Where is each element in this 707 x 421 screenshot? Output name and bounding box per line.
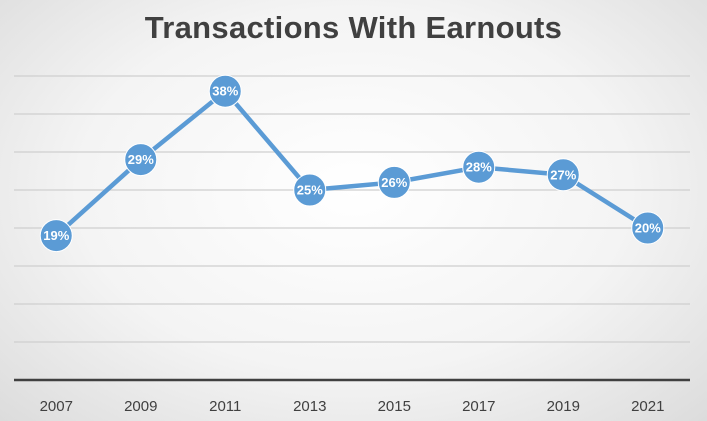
data-point	[124, 143, 158, 177]
data-label: 38%	[212, 84, 238, 99]
data-label: 27%	[550, 167, 576, 182]
data-label: 29%	[128, 152, 154, 167]
data-label: 28%	[466, 160, 492, 175]
data-point	[546, 158, 580, 192]
data-point	[39, 219, 73, 253]
x-tick-label: 2021	[631, 398, 664, 415]
x-tick-label: 2011	[209, 398, 241, 415]
data-label: 20%	[635, 221, 661, 236]
data-point	[377, 165, 411, 199]
x-tick-label: 2017	[462, 398, 495, 415]
x-tick-label: 2019	[547, 398, 580, 415]
x-tick-label: 2007	[40, 398, 73, 415]
chart-title: Transactions With Earnouts	[144, 10, 563, 45]
data-point	[462, 150, 496, 184]
data-label: 19%	[43, 228, 69, 243]
x-tick-label: 2013	[293, 398, 326, 415]
data-point	[293, 173, 327, 207]
data-label: 26%	[381, 175, 407, 190]
data-point	[631, 211, 665, 245]
data-point	[208, 74, 242, 108]
data-label: 25%	[297, 183, 323, 198]
x-tick-label: 2015	[378, 398, 411, 415]
x-tick-label: 2009	[124, 398, 157, 415]
